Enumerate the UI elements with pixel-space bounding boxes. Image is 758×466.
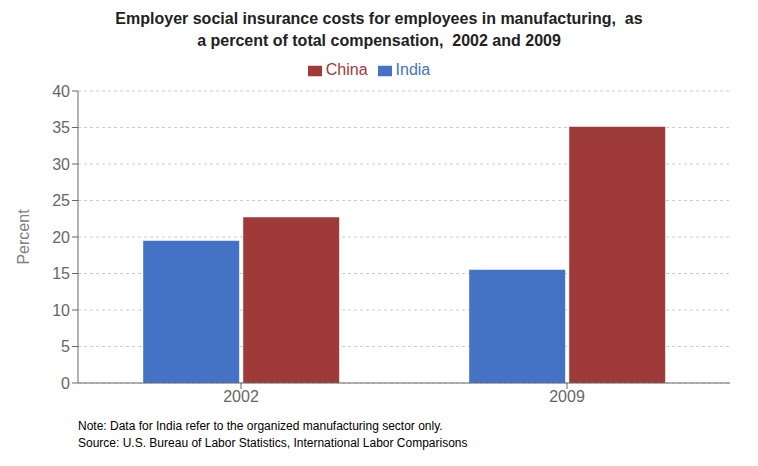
- svg-text:2009: 2009: [549, 388, 585, 405]
- html-text:China: China: [325, 61, 368, 78]
- svg-text:15: 15: [52, 265, 70, 282]
- svg-text:25: 25: [52, 192, 70, 209]
- svg-text:Percent: Percent: [15, 209, 32, 265]
- svg-text:40: 40: [52, 83, 70, 100]
- svg-text:5: 5: [61, 338, 70, 355]
- svg-text:35: 35: [52, 119, 70, 136]
- svg-text:30: 30: [52, 156, 70, 173]
- html-text:Employer social insurance cost: Employer social insurance costs for empl…: [115, 10, 643, 27]
- html-text:Note: Data for India refer to: Note: Data for India refer to the organi…: [78, 419, 443, 433]
- html-text:India: India: [395, 61, 431, 78]
- svg-text:0: 0: [61, 375, 70, 392]
- svg-text:10: 10: [52, 302, 70, 319]
- svg-text:2002: 2002: [223, 388, 259, 405]
- svg-text:20: 20: [52, 229, 70, 246]
- html-text:Source: U.S. Bureau of Labor S: Source: U.S. Bureau of Labor Statistics,…: [78, 436, 468, 450]
- html-text:a percent of total compensatio: a percent of total compensation, 2002 an…: [197, 32, 561, 49]
